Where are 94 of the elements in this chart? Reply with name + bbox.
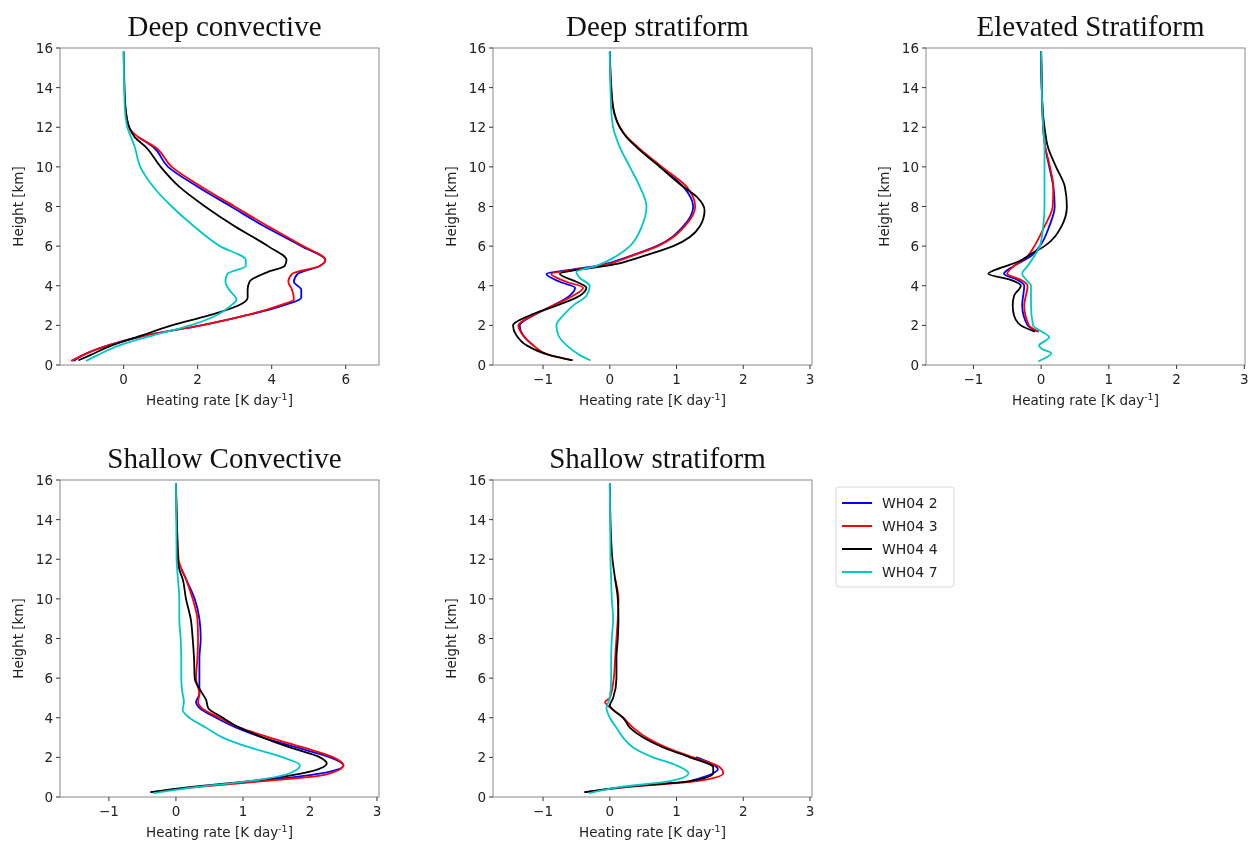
x-tick-label: 2 bbox=[305, 803, 315, 819]
x-axis-title: Heating rate [K day$^{-1}$] bbox=[579, 822, 726, 840]
y-tick-label: 8 bbox=[44, 198, 53, 215]
y-tick-label: 6 bbox=[44, 238, 53, 255]
line-series bbox=[85, 51, 247, 362]
y-tick-label: 8 bbox=[44, 630, 53, 647]
x-axis-title: Heating rate [K day$^{-1}$] bbox=[1012, 390, 1159, 408]
y-tick-label: 14 bbox=[468, 79, 486, 96]
x-tick-label: 6 bbox=[341, 371, 350, 387]
line-series bbox=[180, 568, 345, 783]
y-tick-label: 4 bbox=[910, 277, 919, 294]
legend-label: WH04 7 bbox=[882, 564, 938, 580]
x-axis-title: Heating rate [K day$^{-1}$] bbox=[146, 822, 293, 840]
chart-title: Elevated Stratiform bbox=[976, 10, 1205, 42]
y-tick-label: 8 bbox=[910, 198, 919, 215]
y-tick-label: 12 bbox=[468, 119, 486, 136]
y-tick-label: 16 bbox=[468, 472, 486, 488]
y-tick-label: 10 bbox=[35, 590, 53, 607]
y-tick-label: 10 bbox=[468, 590, 486, 607]
line-series bbox=[588, 483, 690, 794]
x-tick-label: 3 bbox=[805, 803, 815, 819]
y-axis-title: Height [km] bbox=[443, 166, 459, 247]
x-tick-label: 3 bbox=[805, 371, 815, 387]
x-tick-label: 0 bbox=[605, 371, 615, 387]
y-tick-label: 2 bbox=[910, 317, 919, 334]
x-tick-label: 3 bbox=[372, 803, 382, 819]
y-tick-label: 4 bbox=[44, 709, 53, 726]
x-tick-label: −1 bbox=[533, 371, 554, 387]
x-tick-label: 1 bbox=[238, 803, 248, 819]
x-tick-label: −1 bbox=[963, 371, 984, 387]
x-tick-label: 2 bbox=[738, 371, 748, 387]
line-series bbox=[555, 51, 648, 361]
y-tick-label: 14 bbox=[35, 511, 53, 528]
y-tick-label: 0 bbox=[44, 789, 53, 805]
x-tick-label: 1 bbox=[672, 371, 681, 387]
y-tick-label: 14 bbox=[468, 511, 486, 528]
legend-label: WH04 2 bbox=[882, 495, 938, 511]
y-tick-label: 12 bbox=[35, 119, 53, 136]
y-tick-label: 6 bbox=[44, 670, 53, 687]
x-tick-label: 2 bbox=[738, 803, 748, 819]
y-tick-label: 10 bbox=[35, 158, 53, 175]
x-tick-label: −1 bbox=[98, 803, 119, 819]
chart-title: Shallow stratiform bbox=[549, 442, 767, 474]
y-tick-label: 4 bbox=[477, 709, 486, 726]
y-tick-label: 6 bbox=[910, 238, 919, 255]
x-tick-label: −1 bbox=[533, 803, 554, 819]
y-tick-label: 12 bbox=[901, 119, 919, 136]
x-axis-title: Heating rate [K day$^{-1}$] bbox=[146, 390, 293, 408]
legend-label: WH04 4 bbox=[882, 541, 938, 557]
x-tick-label: 3 bbox=[1240, 371, 1249, 387]
x-tick-label: 0 bbox=[119, 371, 128, 387]
x-tick-label: 2 bbox=[1172, 371, 1181, 387]
y-tick-label: 6 bbox=[477, 238, 486, 255]
chart-title: Shallow Convective bbox=[107, 442, 342, 474]
y-tick-label: 12 bbox=[35, 551, 53, 568]
x-tick-label: 2 bbox=[193, 371, 202, 387]
y-tick-label: 8 bbox=[477, 630, 486, 647]
y-axis-title: Height [km] bbox=[876, 166, 892, 247]
x-tick-label: 0 bbox=[1036, 371, 1046, 387]
y-tick-label: 10 bbox=[468, 158, 486, 175]
y-tick-label: 4 bbox=[477, 277, 486, 294]
x-tick-label: 0 bbox=[605, 803, 615, 819]
y-tick-label: 14 bbox=[901, 79, 919, 96]
x-tick-label: 1 bbox=[1104, 371, 1114, 387]
y-axis-title: Height [km] bbox=[443, 598, 459, 679]
y-tick-label: 6 bbox=[477, 670, 486, 687]
y-axis-title: Height [km] bbox=[10, 598, 26, 679]
y-tick-label: 2 bbox=[477, 749, 486, 766]
y-tick-label: 0 bbox=[477, 357, 486, 373]
y-tick-label: 0 bbox=[477, 789, 486, 805]
y-tick-label: 10 bbox=[901, 158, 919, 175]
chart-title: Deep stratiform bbox=[566, 10, 750, 42]
chart-title: Deep convective bbox=[127, 10, 322, 42]
legend-label: WH04 3 bbox=[882, 518, 938, 534]
x-axis-title: Heating rate [K day$^{-1}$] bbox=[579, 390, 726, 408]
y-tick-label: 0 bbox=[910, 357, 919, 373]
y-tick-label: 16 bbox=[35, 472, 53, 488]
y-tick-label: 16 bbox=[901, 40, 919, 56]
y-tick-label: 2 bbox=[477, 317, 486, 334]
line-series bbox=[152, 483, 301, 794]
y-tick-label: 12 bbox=[468, 551, 486, 568]
y-tick-label: 16 bbox=[468, 40, 486, 56]
y-tick-label: 16 bbox=[35, 40, 53, 56]
x-tick-label: 1 bbox=[672, 803, 681, 819]
y-axis-title: Height [km] bbox=[10, 166, 26, 247]
x-tick-label: 0 bbox=[171, 803, 181, 819]
x-tick-label: 4 bbox=[267, 371, 276, 387]
line-series bbox=[1021, 51, 1053, 362]
y-tick-label: 2 bbox=[44, 317, 53, 334]
y-tick-label: 0 bbox=[44, 357, 53, 373]
y-tick-label: 2 bbox=[44, 749, 53, 766]
y-tick-label: 4 bbox=[44, 277, 53, 294]
y-tick-label: 8 bbox=[477, 198, 486, 215]
y-tick-label: 14 bbox=[35, 79, 53, 96]
